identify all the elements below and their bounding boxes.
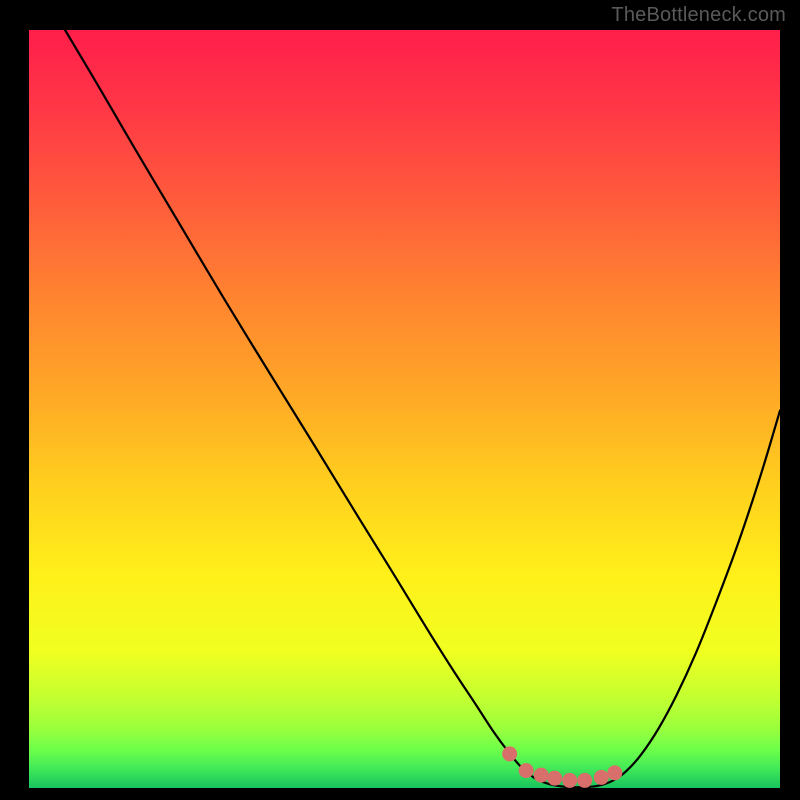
chart-container: TheBottleneck.com [0, 0, 800, 800]
marker-dot [607, 765, 622, 780]
marker-dot [594, 770, 609, 785]
marker-dot [519, 763, 534, 778]
watermark-text: TheBottleneck.com [611, 4, 786, 27]
bottleneck-curve-chart [0, 0, 800, 800]
marker-dot [577, 773, 592, 788]
marker-dot [502, 746, 517, 761]
marker-dot [562, 773, 577, 788]
plot-background [29, 30, 780, 788]
marker-dot [534, 768, 549, 783]
marker-dot [547, 771, 562, 786]
